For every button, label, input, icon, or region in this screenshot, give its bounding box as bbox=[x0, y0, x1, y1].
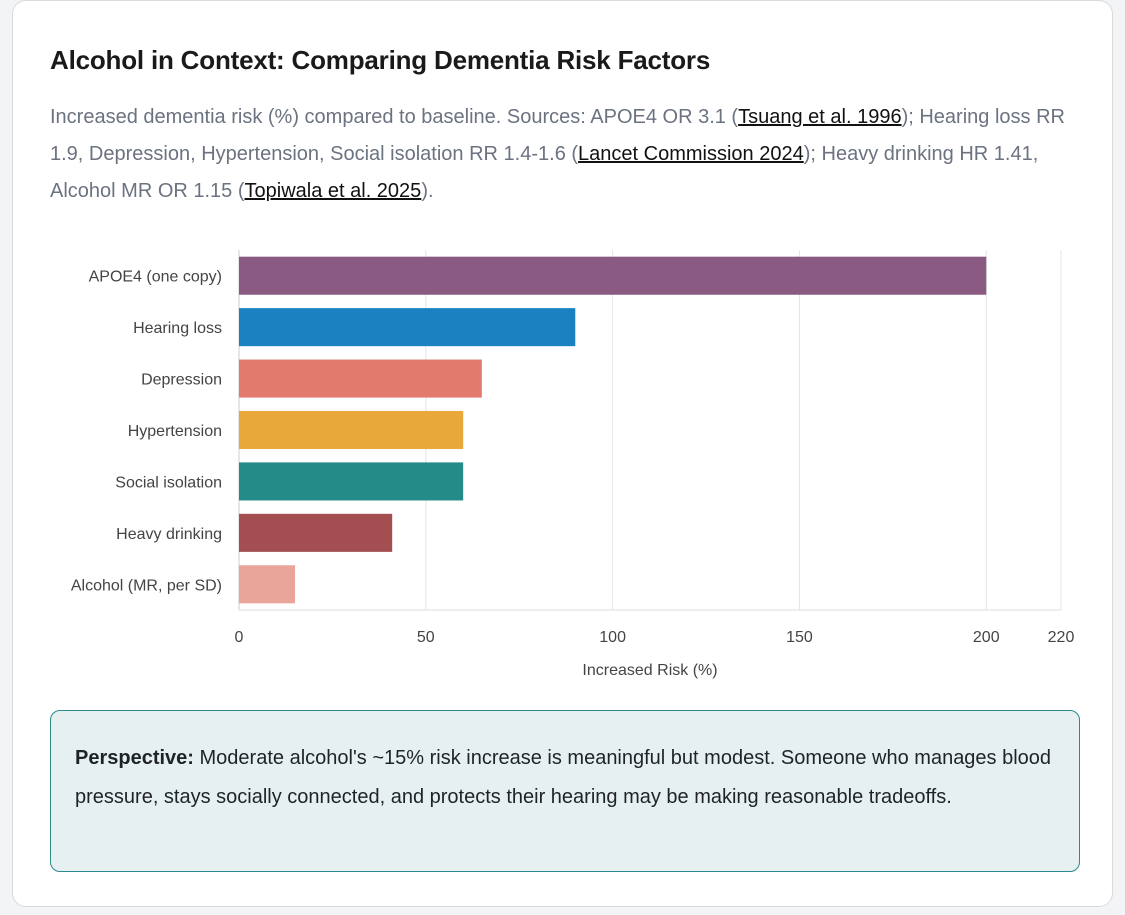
category-label-hearing-loss: Hearing loss bbox=[133, 320, 222, 337]
bar-heavy-drinking bbox=[239, 513, 393, 552]
description-text-3: ); Heavy drinking HR 1.41, Alcohol MR OR… bbox=[50, 143, 1039, 202]
category-label-depression: Depression bbox=[141, 372, 222, 389]
description-text-2: ); Hearing loss RR 1.9, Depression, Hype… bbox=[50, 106, 1065, 165]
bar-hypertension bbox=[239, 410, 464, 450]
x-tick-label-150: 150 bbox=[786, 629, 813, 646]
x-tick-label-0: 0 bbox=[235, 629, 244, 646]
bar-depression bbox=[239, 359, 482, 398]
category-label-alcohol-mr-per-sd: Alcohol (MR, per SD) bbox=[71, 577, 222, 594]
x-tick-label-220: 220 bbox=[1048, 629, 1075, 646]
perspective-text: Moderate alcohol's ~15% risk increase is… bbox=[75, 747, 1052, 808]
perspective-note: Perspective: Moderate alcohol's ~15% ris… bbox=[50, 710, 1080, 872]
chart-description: Increased dementia risk (%) compared to … bbox=[50, 99, 1075, 210]
x-tick-label-100: 100 bbox=[599, 629, 626, 646]
category-label-heavy-drinking: Heavy drinking bbox=[116, 526, 222, 543]
bar-hearing-loss bbox=[239, 308, 576, 347]
perspective-label: Perspective: bbox=[75, 747, 194, 769]
x-tick-label-200: 200 bbox=[973, 629, 1000, 646]
risk-bar-chart: 0 50 100 150 200 220 APOE4 (one copy) Hearing l… bbox=[71, 250, 1075, 679]
source-link-topiwala[interactable]: Topiwala et al. 2025 bbox=[244, 180, 422, 202]
bar-alcohol-mr-per-sd bbox=[239, 565, 296, 604]
category-label-hypertension: Hypertension bbox=[128, 423, 222, 440]
chart-card: Alcohol in Context: Comparing Dementia R… bbox=[12, 0, 1113, 907]
chart-title: Alcohol in Context: Comparing Dementia R… bbox=[50, 45, 711, 75]
category-label-social-isolation: Social isolation bbox=[115, 474, 222, 491]
x-axis-title: Increased Risk (%) bbox=[582, 662, 717, 679]
description-text-4: ). bbox=[421, 180, 434, 202]
category-label-apoe4-one-copy: APOE4 (one copy) bbox=[89, 269, 222, 286]
source-link-tsuang[interactable]: Tsuang et al. 1996 bbox=[738, 106, 902, 128]
bar-social-isolation bbox=[239, 462, 464, 501]
source-link-lancet[interactable]: Lancet Commission 2024 bbox=[578, 143, 804, 165]
bar-apoe4-one-copy bbox=[239, 256, 987, 295]
description-text-1: Increased dementia risk (%) compared to … bbox=[50, 106, 739, 128]
x-tick-label-50: 50 bbox=[417, 629, 435, 646]
